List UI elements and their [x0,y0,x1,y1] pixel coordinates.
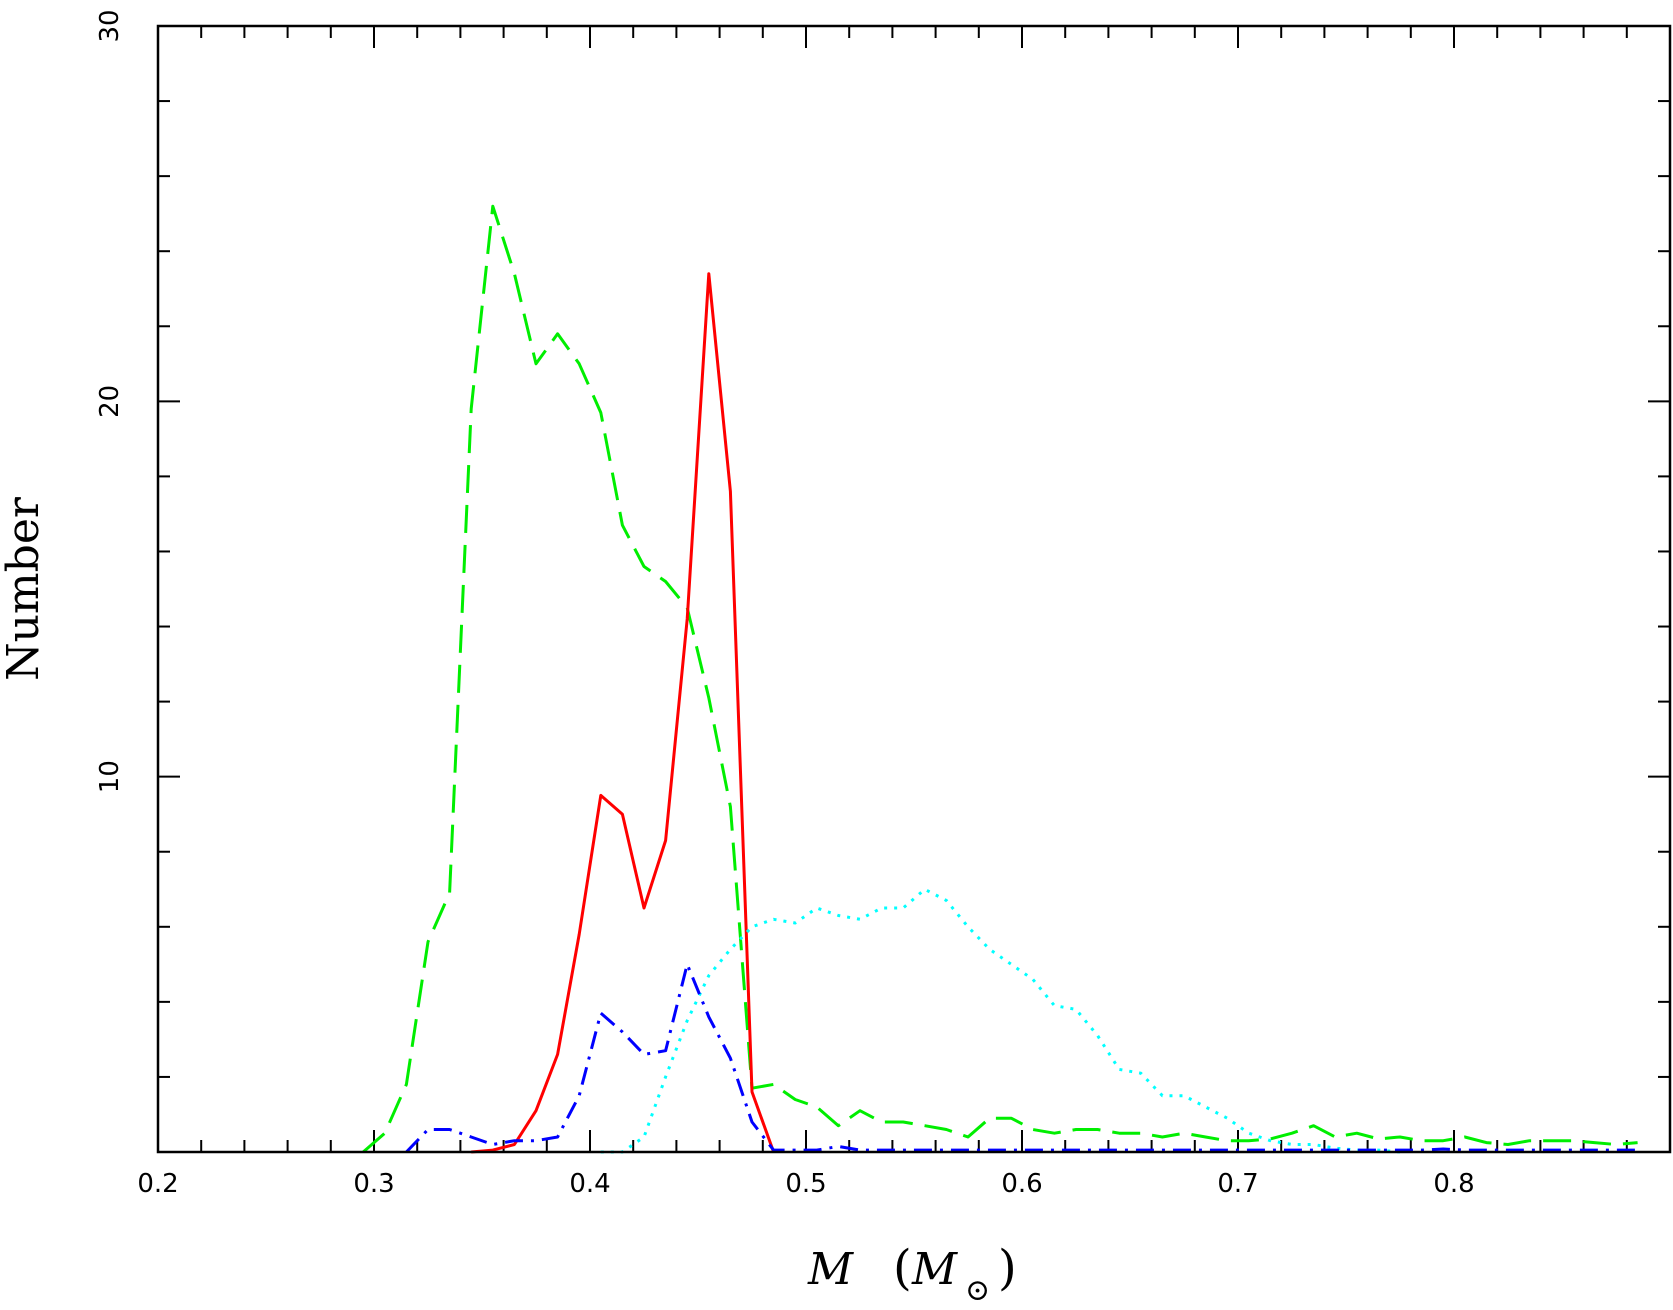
data-series [362,204,1638,1154]
x-tick-label: 0.8 [1433,1169,1474,1199]
series-line-solid [471,272,776,1154]
x-tick-label: 0.4 [569,1169,610,1199]
x-axis-label: M ( M ⊙ ) [807,1240,1017,1308]
x-tick-label: 0.7 [1217,1169,1258,1199]
x-tick-label: 0.2 [137,1169,178,1199]
x-axis-label-open-paren: ( [893,1240,912,1296]
x-tick-label: 0.6 [1001,1169,1042,1199]
series-line-dash-dot [405,962,1638,1154]
x-axis-label-symbol: M [807,1244,854,1295]
series-line-dashed [362,204,1638,1154]
axis-tick-labels: 0.2 0.3 0.4 0.5 0.6 0.7 0.8 10 20 30 [95,9,1475,1199]
y-axis-label: Number [0,496,49,681]
x-axis-label-unit-symbol: M [911,1244,958,1295]
x-tick-label: 0.5 [785,1169,826,1199]
y-tick-label: 30 [95,9,125,42]
series-line-dotted [600,887,1401,1154]
plot-frame [156,24,1672,1154]
y-tick-label: 20 [95,385,125,418]
x-tick-label: 0.3 [353,1169,394,1199]
y-tick-label: 10 [95,760,125,793]
x-axis-label-close-paren: ) [998,1240,1017,1296]
sun-subscript-symbol: ⊙ [965,1273,990,1308]
